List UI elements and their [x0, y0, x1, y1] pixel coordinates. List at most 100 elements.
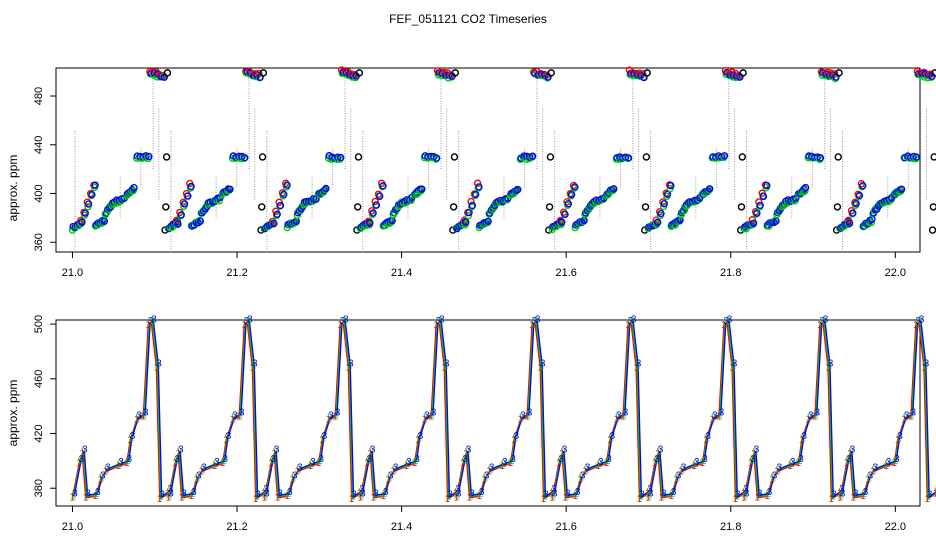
bot-x-tick-label: 21.2: [226, 521, 247, 533]
bottom-point-label: 3: [798, 454, 804, 465]
bottom-series-line-1: [167, 323, 265, 501]
bottom-point-label: 1: [76, 458, 82, 469]
top-point-red: [638, 70, 647, 78]
bottom-point-label: 2: [848, 447, 854, 458]
top-point-black: [546, 153, 555, 161]
bottom-point-label: 1: [268, 458, 274, 469]
bottom-point-label: 1: [290, 475, 296, 486]
top-point-blue: [816, 154, 825, 162]
bottom-point-label: 3: [271, 454, 277, 465]
bottom-point-label: 2: [813, 410, 819, 421]
top-point-red: [179, 198, 187, 207]
bottom-axes: 21.0 21.2 21.4 21.6 21.8 22.0 380 420 460 500: [33, 315, 906, 533]
top-point-black: [547, 69, 555, 77]
bottom-point-label: 3: [360, 488, 366, 499]
bottom-point-label: 3: [444, 358, 450, 369]
bottom-point-label: 3: [232, 410, 238, 421]
bottom-point-label: 2: [525, 410, 531, 421]
bottom-y-axis-label: approx. ppm: [6, 380, 20, 447]
bottom-point-label: 3: [886, 457, 892, 468]
bot-y-tick-label: 380: [33, 479, 45, 497]
bottom-point-label: 3: [244, 316, 250, 327]
bottom-point-label: 3: [636, 358, 642, 369]
bottom-point-label: 3: [414, 454, 420, 465]
top-point-blue: [91, 181, 99, 189]
bottom-point-label: 3: [808, 410, 814, 421]
bottom-point-label: 3: [310, 457, 316, 468]
bottom-point-label: 1: [194, 475, 200, 486]
bottom-point-label: 3: [535, 315, 541, 326]
bottom-point-label: 1: [262, 492, 268, 503]
top-point-black: [835, 69, 843, 77]
bottom-point-label: 2: [646, 486, 652, 497]
bottom-point-label: 1: [595, 461, 601, 472]
bottom-point-label: 1: [189, 491, 195, 502]
bottom-point-label: 1: [733, 494, 739, 505]
bottom-point-label: 2: [224, 433, 230, 444]
top-point-blue: [759, 192, 768, 201]
bottom-point-label: 3: [431, 408, 437, 419]
bottom-point-label: 1: [275, 492, 281, 503]
top-point-blue: [753, 209, 761, 217]
bottom-point-label: 2: [468, 490, 474, 501]
top-point-black: [928, 226, 936, 234]
bottom-point-label: 1: [837, 488, 843, 499]
bottom-point-label: 3: [181, 488, 187, 499]
bottom-point-label: 3: [118, 457, 124, 468]
bottom-point-label: 3: [552, 488, 558, 499]
bottom-point-label: 3: [623, 408, 629, 419]
bottom-point-label: 2: [501, 459, 507, 470]
bottom-point-label: 2: [934, 486, 936, 497]
bottom-point-label: 1: [563, 492, 569, 503]
bottom-point-label: 2: [597, 459, 603, 470]
bottom-point-label: 2: [749, 456, 755, 467]
bottom-point-label: 1: [549, 488, 555, 499]
bottom-point-label: 2: [454, 486, 460, 497]
bottom-point-label: 3: [743, 484, 749, 495]
bottom-point-label: 1: [481, 475, 487, 486]
bottom-point-label: 1: [652, 458, 658, 469]
bottom-point-label: 1: [326, 414, 332, 425]
bottom-point-label: 1: [921, 363, 927, 374]
top-point-blue: [855, 191, 864, 200]
bottom-point-label: 1: [901, 414, 907, 425]
bottom-point-label: 3: [343, 315, 349, 326]
bottom-point-label: 1: [655, 449, 661, 460]
bottom-point-label: 2: [775, 464, 781, 475]
bottom-point-label: 1: [345, 363, 351, 374]
bottom-point-label: 3: [214, 457, 220, 468]
bottom-point-label: 3: [616, 410, 622, 421]
bottom-point-label: 1: [412, 458, 418, 469]
bottom-series-line-1: [455, 323, 553, 501]
top-point-green: [801, 187, 809, 195]
bot-y-tick-label: 500: [33, 315, 45, 333]
bottom-point-label: 2: [309, 459, 315, 470]
bottom-point-label: 3: [705, 431, 711, 442]
bottom-point-label: 3: [335, 408, 341, 419]
bottom-point-label: 2: [866, 473, 872, 484]
bottom-point-label: 3: [543, 490, 549, 501]
top-point-blue: [756, 201, 764, 210]
bottom-point-label: 3: [661, 488, 667, 499]
top-point-red: [467, 197, 475, 206]
bottom-series-line-1: [551, 323, 648, 501]
bottom-point-label: 1: [529, 320, 535, 331]
bottom-point-label: 2: [608, 433, 614, 444]
bottom-point-label: 3: [247, 315, 253, 326]
top-point-blue: [432, 154, 441, 162]
bottom-point-label: 3: [322, 431, 328, 442]
bottom-point-label: 2: [771, 473, 777, 484]
bottom-point-label: 1: [537, 363, 543, 374]
top-point-blue: [273, 210, 281, 218]
bottom-point-label: 2: [339, 318, 345, 329]
bottom-point-label: 1: [637, 494, 643, 505]
bottom-point-label: 2: [838, 486, 844, 497]
top-x-tick-label: 22.0: [885, 267, 906, 279]
bottom-point-label: 2: [766, 489, 772, 500]
top-point-blue: [859, 182, 867, 190]
bottom-point-label: 3: [222, 454, 228, 465]
top-point-blue: [84, 200, 93, 208]
bottom-point-label: 3: [868, 471, 874, 482]
bottom-point-label: 2: [852, 490, 858, 501]
top-point-black: [450, 153, 459, 161]
